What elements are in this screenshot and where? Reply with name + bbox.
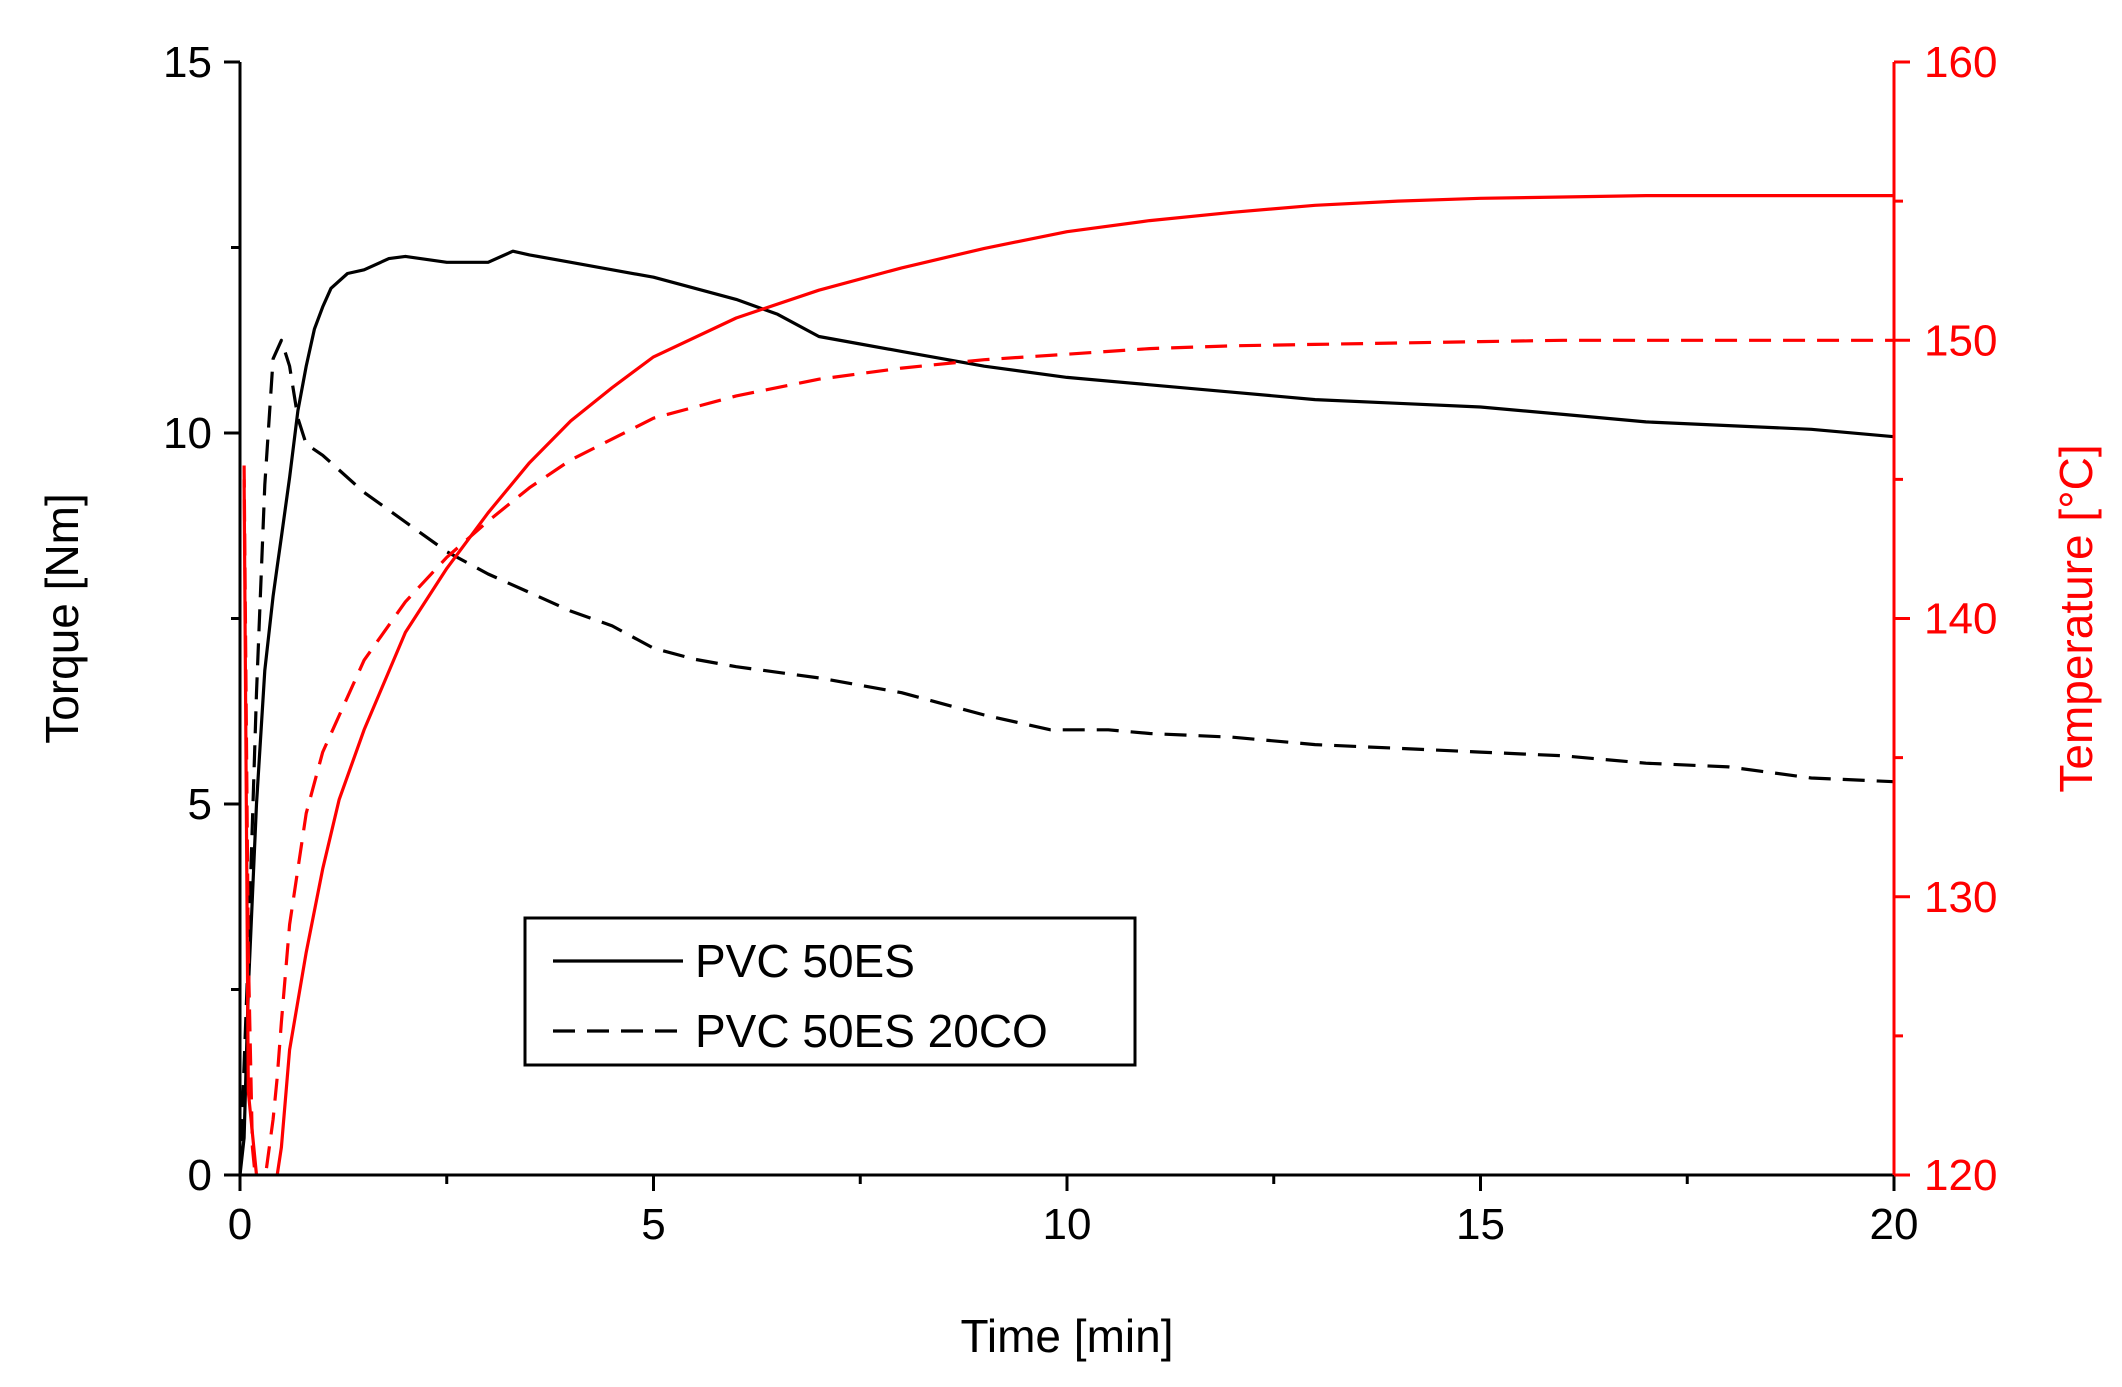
series-temperature-pvc-50es-20co (242, 338, 1894, 1175)
y2-tick-label: 150 (1924, 316, 1997, 365)
x-tick-label: 15 (1456, 1200, 1505, 1249)
series-torque-pvc-50es-20co (240, 338, 1894, 1175)
y2-axis-title: Temperature [°C] (2050, 444, 2102, 792)
legend: PVC 50ES PVC 50ES 20CO (523, 916, 1137, 1067)
y2-tick-label: 140 (1924, 595, 1997, 644)
legend-label-pvc-50es: PVC 50ES (695, 935, 915, 987)
legend-box (523, 916, 1137, 1067)
y-tick-label: 0 (188, 1151, 212, 1200)
y-tick-label: 15 (163, 38, 212, 87)
y2-tick-label: 130 (1924, 873, 1997, 922)
axes-layer: 0 5 10 15 20 0 5 10 15 120 130 140 150 160 Time [min] T… (36, 38, 2102, 1362)
y-axis-title: Torque [Nm] (36, 493, 88, 744)
x-tick-label: 5 (641, 1200, 665, 1249)
y2-tick-label: 120 (1924, 1151, 1997, 1200)
series-torque-pvc-50es (240, 249, 1894, 1175)
x-tick-label: 0 (228, 1200, 252, 1249)
y-tick-label: 5 (188, 780, 212, 829)
series-temperature-pvc-50es (242, 194, 1894, 1175)
x-axis-title: Time [min] (961, 1310, 1174, 1362)
x-tick-label: 20 (1870, 1200, 1919, 1249)
series-layer (240, 194, 1894, 1175)
y-tick-label: 10 (163, 409, 212, 458)
x-tick-label: 10 (1043, 1200, 1092, 1249)
y2-tick-label: 160 (1924, 38, 1997, 87)
legend-label-pvc-50es-20co: PVC 50ES 20CO (695, 1005, 1048, 1057)
